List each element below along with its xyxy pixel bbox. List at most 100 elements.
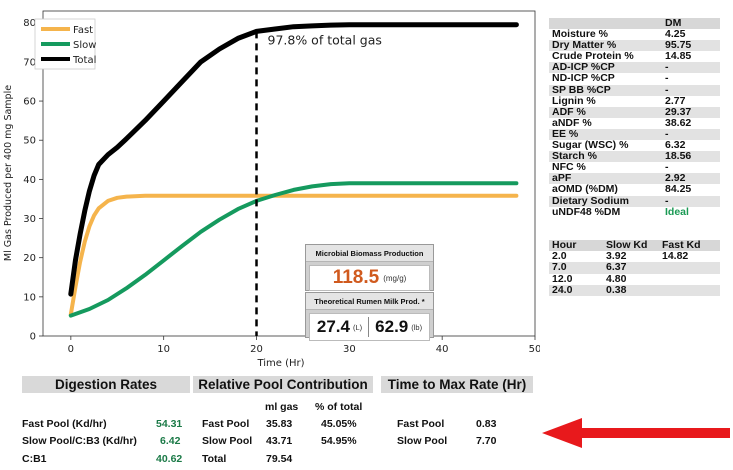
kd-row: 24.0 0.38 bbox=[549, 284, 720, 296]
kd-row: 7.0 6.37 bbox=[549, 261, 720, 274]
composition-label: ADF % bbox=[552, 105, 586, 118]
legend-label-fast: Fast bbox=[73, 25, 93, 36]
kd-slow: 4.80 bbox=[606, 272, 627, 285]
pool-pct-slow: 54.95% bbox=[321, 435, 357, 447]
y-tick-label: 10 bbox=[23, 292, 36, 303]
kd-slow: 3.92 bbox=[606, 250, 627, 263]
composition-label: Dietary Sodium bbox=[552, 194, 630, 207]
composition-row: aPF 2.92 bbox=[549, 172, 720, 185]
digestion-value-fast: 54.31 bbox=[156, 418, 183, 430]
digestion-label-fast: Fast Pool (Kd/hr) bbox=[22, 418, 107, 430]
composition-label: uNDF48 %DM bbox=[552, 205, 621, 218]
composition-value: 29.37 bbox=[665, 105, 692, 118]
composition-label: Starch % bbox=[552, 150, 597, 163]
composition-label: EE % bbox=[552, 127, 579, 140]
composition-row: SP BB %CP - bbox=[549, 83, 720, 96]
rumen-milk-liters: 27.4 bbox=[316, 317, 350, 336]
composition-label: AD-ICP %CP bbox=[552, 61, 615, 74]
pool-ml-fast: 35.83 bbox=[266, 418, 293, 430]
composition-row: AD-ICP %CP - bbox=[549, 61, 720, 74]
composition-label: NFC % bbox=[552, 161, 586, 174]
kd-table: Hour Slow Kd Fast Kd 2.0 3.92 14.82 7.0 6.3… bbox=[549, 239, 720, 296]
y-tick-label: 50 bbox=[23, 136, 36, 147]
red-arrow-icon bbox=[542, 418, 730, 448]
composition-row: Dry Matter % 95.75 bbox=[549, 40, 720, 52]
arrow-shape bbox=[542, 418, 730, 448]
kd-row: 12.0 4.80 bbox=[549, 272, 720, 285]
composition-row: Moisture % 4.25 bbox=[549, 28, 720, 41]
x-tick-label: 0 bbox=[68, 344, 74, 355]
kd-header-fast: Fast Kd bbox=[662, 239, 701, 251]
composition-row: aNDF % 38.62 bbox=[549, 116, 720, 129]
microbial-biomass-value: 118.5 bbox=[332, 267, 380, 288]
composition-value: - bbox=[665, 194, 669, 207]
composition-value: - bbox=[665, 161, 669, 174]
undf48-status: Ideal bbox=[665, 205, 689, 218]
composition-value: 6.32 bbox=[665, 139, 686, 152]
kd-header-slow: Slow Kd bbox=[606, 239, 648, 251]
composition-row: NFC % - bbox=[549, 161, 720, 174]
gas-production-chart: 0 10 20 30 40 50 60 70 80 0 10 20 30 40 50 97.8% of t… bbox=[3, 10, 540, 369]
composition-label: aNDF % bbox=[552, 116, 592, 129]
composition-row: ADF % 29.37 bbox=[549, 105, 720, 118]
rumen-milk-panel: Theoretical Rumen Milk Prod. * 27.4 (L) … bbox=[305, 292, 434, 341]
y-tick-label: 20 bbox=[23, 253, 36, 264]
composition-row: Lignin % 2.77 bbox=[549, 95, 720, 107]
composition-table: DM Moisture % 4.25 Dry Matter % 95.75 Crud… bbox=[549, 17, 720, 218]
maxrate-label-fast: Fast Pool bbox=[397, 418, 445, 430]
composition-value: 84.25 bbox=[665, 183, 692, 196]
x-tick-label: 20 bbox=[250, 344, 263, 355]
digestion-label-slow: Slow Pool/C:B3 (Kd/hr) bbox=[22, 435, 137, 447]
composition-value: - bbox=[665, 83, 669, 96]
composition-row: Starch % 18.56 bbox=[549, 150, 720, 163]
y-tick-label: 40 bbox=[23, 175, 36, 186]
rumen-milk-title: Theoretical Rumen Milk Prod. * bbox=[306, 293, 433, 310]
x-tick-label: 30 bbox=[343, 344, 356, 355]
digestion-label-cb1: C:B1 bbox=[22, 453, 47, 465]
y-tick-label: 60 bbox=[23, 97, 36, 108]
kd-hour: 12.0 bbox=[552, 272, 573, 285]
composition-row: aOMD (%DM) 84.25 bbox=[549, 183, 720, 196]
composition-value: 2.92 bbox=[665, 172, 686, 185]
composition-row: ND-ICP %CP - bbox=[549, 72, 720, 85]
digestion-value-slow: 6.42 bbox=[160, 435, 181, 447]
max-rate-header: Time to Max Rate (Hr) bbox=[381, 376, 533, 393]
y-axis-ticks: 0 10 20 30 40 50 60 70 80 bbox=[23, 18, 43, 343]
composition-label: aOMD (%DM) bbox=[552, 183, 618, 196]
rumen-milk-pounds: 62.9 bbox=[375, 317, 409, 336]
pool-ml-total: 79.54 bbox=[266, 453, 293, 465]
composition-row: uNDF48 %DM Ideal bbox=[549, 205, 720, 218]
x-axis-label: Time (Hr) bbox=[256, 358, 304, 369]
rumen-milk-body: 27.4 (L) 62.9 (lb) bbox=[309, 313, 430, 341]
pool-ml-slow: 43.71 bbox=[266, 435, 293, 447]
y-tick-label: 0 bbox=[30, 332, 36, 343]
composition-value: - bbox=[665, 61, 669, 74]
composition-value: 18.56 bbox=[665, 150, 692, 163]
y-tick-label: 30 bbox=[23, 214, 36, 225]
composition-value: 14.85 bbox=[665, 50, 692, 63]
composition-label: Sugar (WSC) % bbox=[552, 139, 629, 152]
kd-hour: 7.0 bbox=[552, 261, 567, 274]
legend-label-total: Total bbox=[72, 55, 96, 66]
x-tick-label: 10 bbox=[157, 344, 170, 355]
composition-row: Dietary Sodium - bbox=[549, 194, 720, 207]
composition-value: 4.25 bbox=[665, 28, 686, 41]
kd-fast bbox=[662, 274, 720, 285]
composition-label: Crude Protein % bbox=[552, 50, 634, 63]
pool-label-total: Total bbox=[202, 453, 227, 465]
legend: Fast Slow Total bbox=[34, 18, 96, 70]
composition-value: - bbox=[665, 72, 669, 85]
composition-label: Moisture % bbox=[552, 28, 609, 41]
digestion-value-cb1: 40.62 bbox=[156, 453, 183, 465]
series-layer bbox=[68, 22, 519, 318]
annotation-text: 97.8% of total gas bbox=[268, 32, 382, 47]
y-tick-label: 80 bbox=[23, 18, 36, 29]
microbial-biomass-body: 118.5 (mg/g) bbox=[309, 265, 430, 291]
microbial-biomass-unit: (mg/g) bbox=[383, 273, 407, 283]
digestion-rates-header: Digestion Rates bbox=[22, 376, 190, 393]
composition-label: SP BB %CP bbox=[552, 83, 611, 96]
microbial-biomass-panel: Microbial Biomass Production 118.5 (mg/g… bbox=[305, 244, 434, 291]
maxrate-value-fast: 0.83 bbox=[476, 418, 497, 430]
composition-value: - bbox=[665, 127, 669, 140]
composition-label: ND-ICP %CP bbox=[552, 72, 615, 85]
